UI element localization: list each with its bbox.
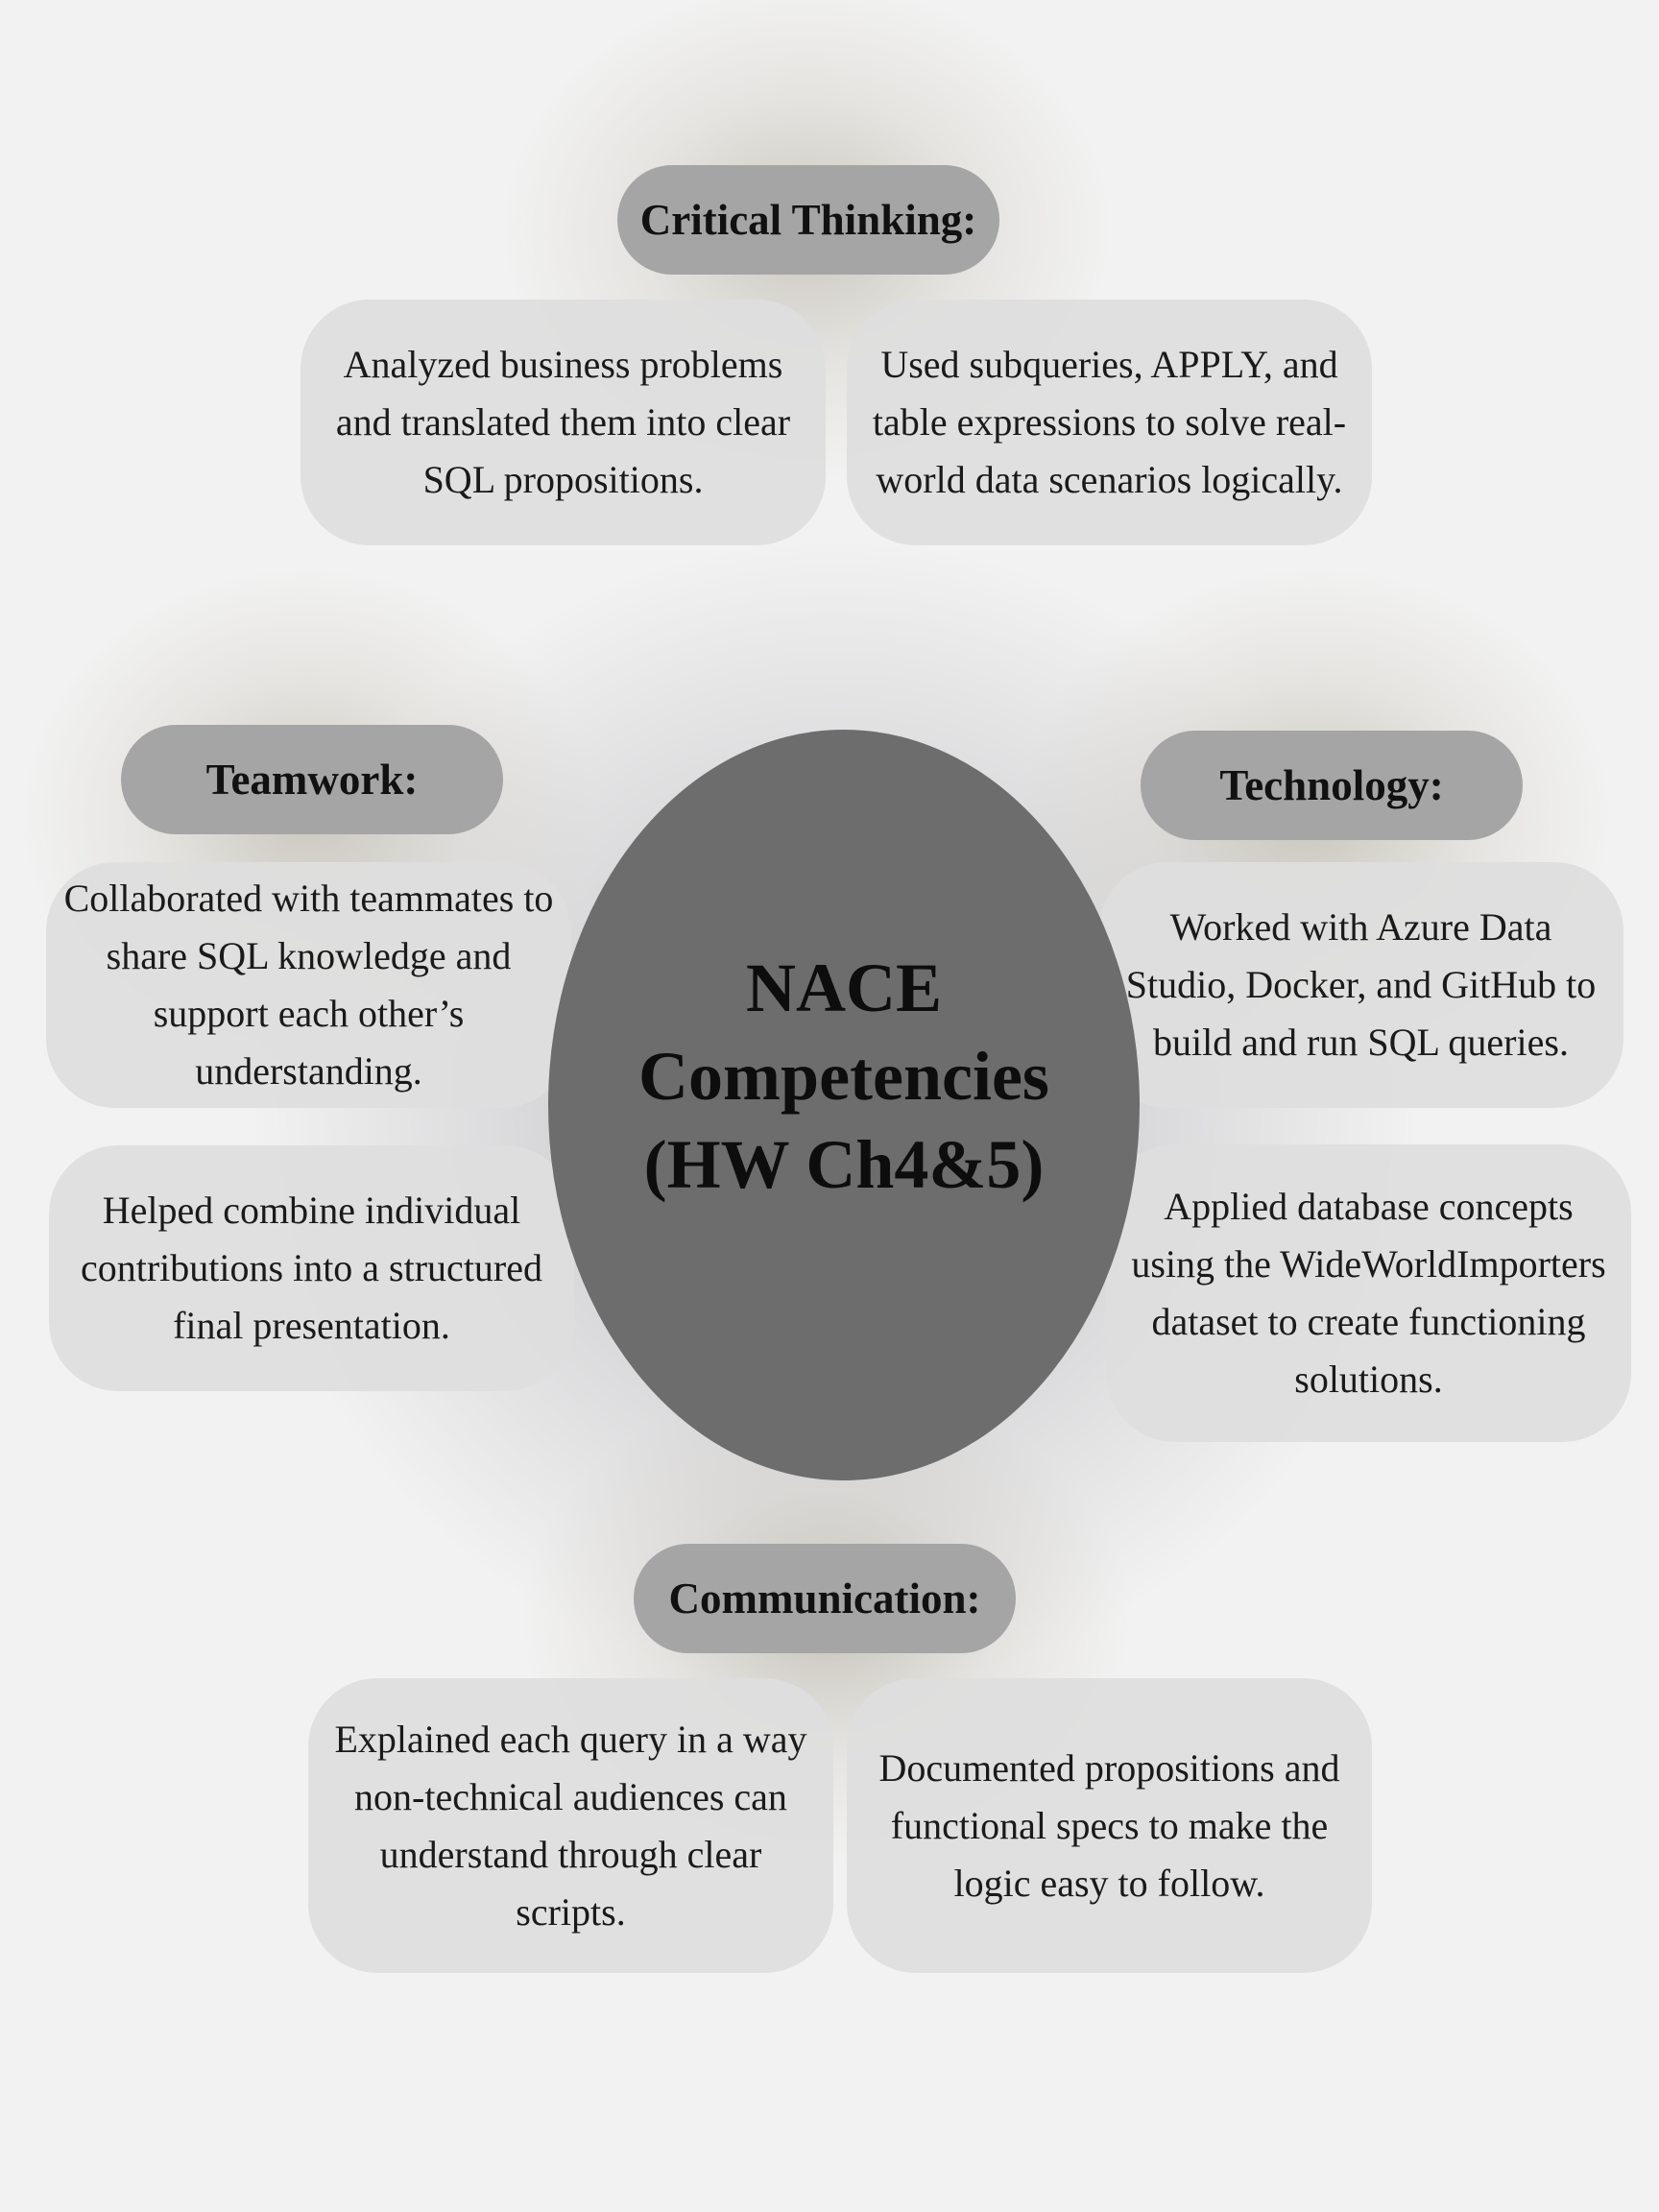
center-title: NACE Competencies (HW Ch4&5) xyxy=(638,950,1049,1203)
communication-item-2: Documented propositions and functional s… xyxy=(847,1678,1372,1973)
critical-thinking-item-1: Analyzed business problems and translate… xyxy=(301,300,826,545)
technology-item-2: Applied database concepts using the Wide… xyxy=(1106,1144,1631,1442)
teamwork-heading: Teamwork: xyxy=(121,725,503,834)
center-ellipse: NACE Competencies (HW Ch4&5) xyxy=(548,730,1140,1480)
critical-thinking-heading: Critical Thinking: xyxy=(617,165,999,275)
teamwork-item-1: Collaborated with teammates to share SQL… xyxy=(46,862,571,1108)
communication-item-1: Explained each query in a way non-techni… xyxy=(308,1678,833,1973)
critical-thinking-item-2: Used subqueries, APPLY, and table expres… xyxy=(847,300,1372,545)
teamwork-item-2: Helped combine individual contributions … xyxy=(49,1145,574,1391)
communication-heading: Communication: xyxy=(634,1544,1016,1653)
technology-item-1: Worked with Azure Data Studio, Docker, a… xyxy=(1098,862,1623,1108)
technology-heading: Technology: xyxy=(1141,731,1523,840)
